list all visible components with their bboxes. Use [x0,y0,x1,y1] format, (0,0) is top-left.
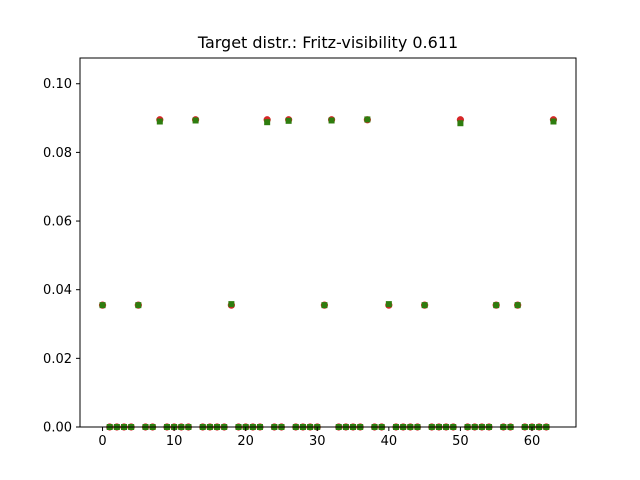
y-tick-label: 0.10 [43,77,72,92]
axes-frame [79,57,577,428]
data-point-green [328,117,335,124]
data-point-green [514,302,521,309]
x-tick-label: 40 [381,434,398,449]
x-tick-label: 60 [524,434,541,449]
x-tick-label: 0 [98,434,106,449]
chart-title: Target distr.: Fritz-visibility 0.611 [197,33,458,52]
y-tick-label: 0.08 [43,146,72,161]
data-point-green [457,120,464,127]
y-tick-label: 0.04 [43,283,72,298]
data-point-green [264,119,271,126]
data-point-green [156,118,163,125]
data-point-green [321,302,328,309]
data-point-green [550,118,557,125]
x-tick-label: 30 [309,434,326,449]
x-tick-label: 50 [452,434,469,449]
data-point-green [364,116,371,123]
data-point-green [135,302,142,309]
y-tick-label: 0.02 [43,352,72,367]
data-point-green [493,302,500,309]
x-axis: 0 10 20 30 40 50 60 [98,427,540,449]
y-axis: 0.00 0.02 0.04 0.06 0.08 0.10 [43,77,80,436]
data-point-green [99,302,106,309]
data-point-green [285,117,292,124]
data-point-green [228,301,235,308]
data-point-green [421,302,428,309]
data-point-green [192,117,199,124]
y-tick-label: 0.06 [43,215,72,230]
y-tick-label: 0.00 [43,421,72,436]
x-tick-label: 20 [237,434,254,449]
data-point-green [385,301,392,308]
x-tick-label: 10 [166,434,183,449]
